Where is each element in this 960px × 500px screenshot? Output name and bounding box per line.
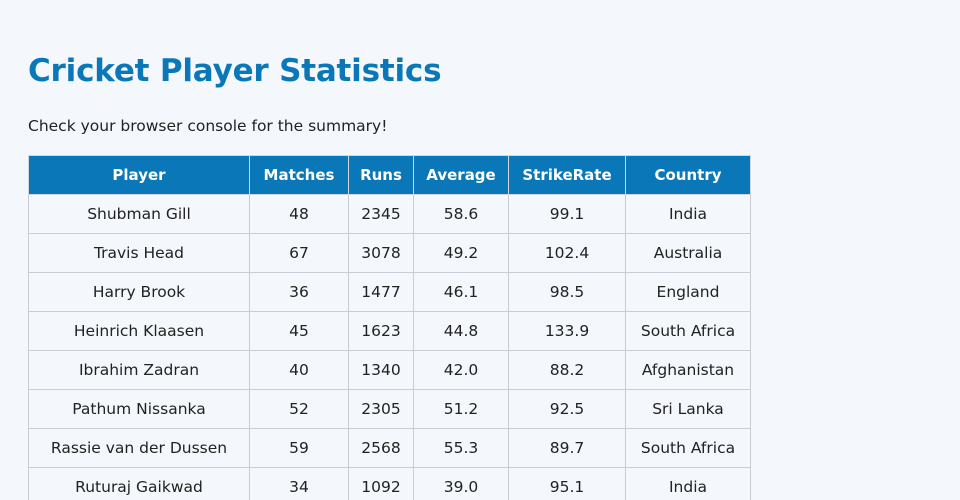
column-header-country: Country — [625, 155, 751, 195]
table-row: Harry Brook 36 1477 46.1 98.5 England — [28, 272, 751, 312]
column-header-strikerate: StrikeRate — [508, 155, 626, 195]
cell-country: South Africa — [625, 311, 751, 351]
cell-matches: 59 — [249, 428, 349, 468]
cell-country: India — [625, 467, 751, 500]
cell-average: 44.8 — [413, 311, 509, 351]
cell-runs: 3078 — [348, 233, 414, 273]
header-row: Player Matches Runs Average StrikeRate C… — [28, 155, 751, 195]
table-row: Heinrich Klaasen 45 1623 44.8 133.9 Sout… — [28, 311, 751, 351]
cell-player: Rassie van der Dussen — [28, 428, 250, 468]
cell-strikerate: 92.5 — [508, 389, 626, 429]
cell-runs: 1092 — [348, 467, 414, 500]
table-row: Travis Head 67 3078 49.2 102.4 Australia — [28, 233, 751, 273]
cell-player: Pathum Nissanka — [28, 389, 250, 429]
cell-average: 55.3 — [413, 428, 509, 468]
table-row: Pathum Nissanka 52 2305 51.2 92.5 Sri La… — [28, 389, 751, 429]
cell-average: 49.2 — [413, 233, 509, 273]
cell-country: Afghanistan — [625, 350, 751, 390]
cell-matches: 67 — [249, 233, 349, 273]
cell-country: South Africa — [625, 428, 751, 468]
table-row: Ruturaj Gaikwad 34 1092 39.0 95.1 India — [28, 467, 751, 500]
cell-country: Sri Lanka — [625, 389, 751, 429]
cell-runs: 2568 — [348, 428, 414, 468]
cell-runs: 2345 — [348, 194, 414, 234]
table-body: Shubman Gill 48 2345 58.6 99.1 India Tra… — [28, 194, 751, 500]
cell-player: Ibrahim Zadran — [28, 350, 250, 390]
cell-matches: 34 — [249, 467, 349, 500]
cell-matches: 52 — [249, 389, 349, 429]
column-header-matches: Matches — [249, 155, 349, 195]
cell-matches: 48 — [249, 194, 349, 234]
cell-country: India — [625, 194, 751, 234]
cell-strikerate: 102.4 — [508, 233, 626, 273]
cell-runs: 1340 — [348, 350, 414, 390]
cell-strikerate: 95.1 — [508, 467, 626, 500]
cell-average: 46.1 — [413, 272, 509, 312]
cell-strikerate: 99.1 — [508, 194, 626, 234]
cell-runs: 1477 — [348, 272, 414, 312]
cell-matches: 45 — [249, 311, 349, 351]
cell-runs: 2305 — [348, 389, 414, 429]
table-row: Rassie van der Dussen 59 2568 55.3 89.7 … — [28, 428, 751, 468]
cell-player: Harry Brook — [28, 272, 250, 312]
table-row: Shubman Gill 48 2345 58.6 99.1 India — [28, 194, 751, 234]
cell-strikerate: 89.7 — [508, 428, 626, 468]
cell-player: Heinrich Klaasen — [28, 311, 250, 351]
cell-strikerate: 98.5 — [508, 272, 626, 312]
cell-average: 39.0 — [413, 467, 509, 500]
stats-table: Player Matches Runs Average StrikeRate C… — [28, 155, 751, 500]
table-header: Player Matches Runs Average StrikeRate C… — [28, 155, 751, 195]
cell-country: Australia — [625, 233, 751, 273]
cell-player: Travis Head — [28, 233, 250, 273]
column-header-average: Average — [413, 155, 509, 195]
table-row: Ibrahim Zadran 40 1340 42.0 88.2 Afghani… — [28, 350, 751, 390]
cell-strikerate: 88.2 — [508, 350, 626, 390]
cell-matches: 40 — [249, 350, 349, 390]
cell-strikerate: 133.9 — [508, 311, 626, 351]
cell-player: Ruturaj Gaikwad — [28, 467, 250, 500]
column-header-player: Player — [28, 155, 250, 195]
cell-average: 58.6 — [413, 194, 509, 234]
column-header-runs: Runs — [348, 155, 414, 195]
cell-average: 42.0 — [413, 350, 509, 390]
page-title: Cricket Player Statistics — [28, 53, 442, 89]
cell-average: 51.2 — [413, 389, 509, 429]
cell-country: England — [625, 272, 751, 312]
page-subtitle: Check your browser console for the summa… — [28, 117, 388, 135]
cell-player: Shubman Gill — [28, 194, 250, 234]
cell-runs: 1623 — [348, 311, 414, 351]
cell-matches: 36 — [249, 272, 349, 312]
